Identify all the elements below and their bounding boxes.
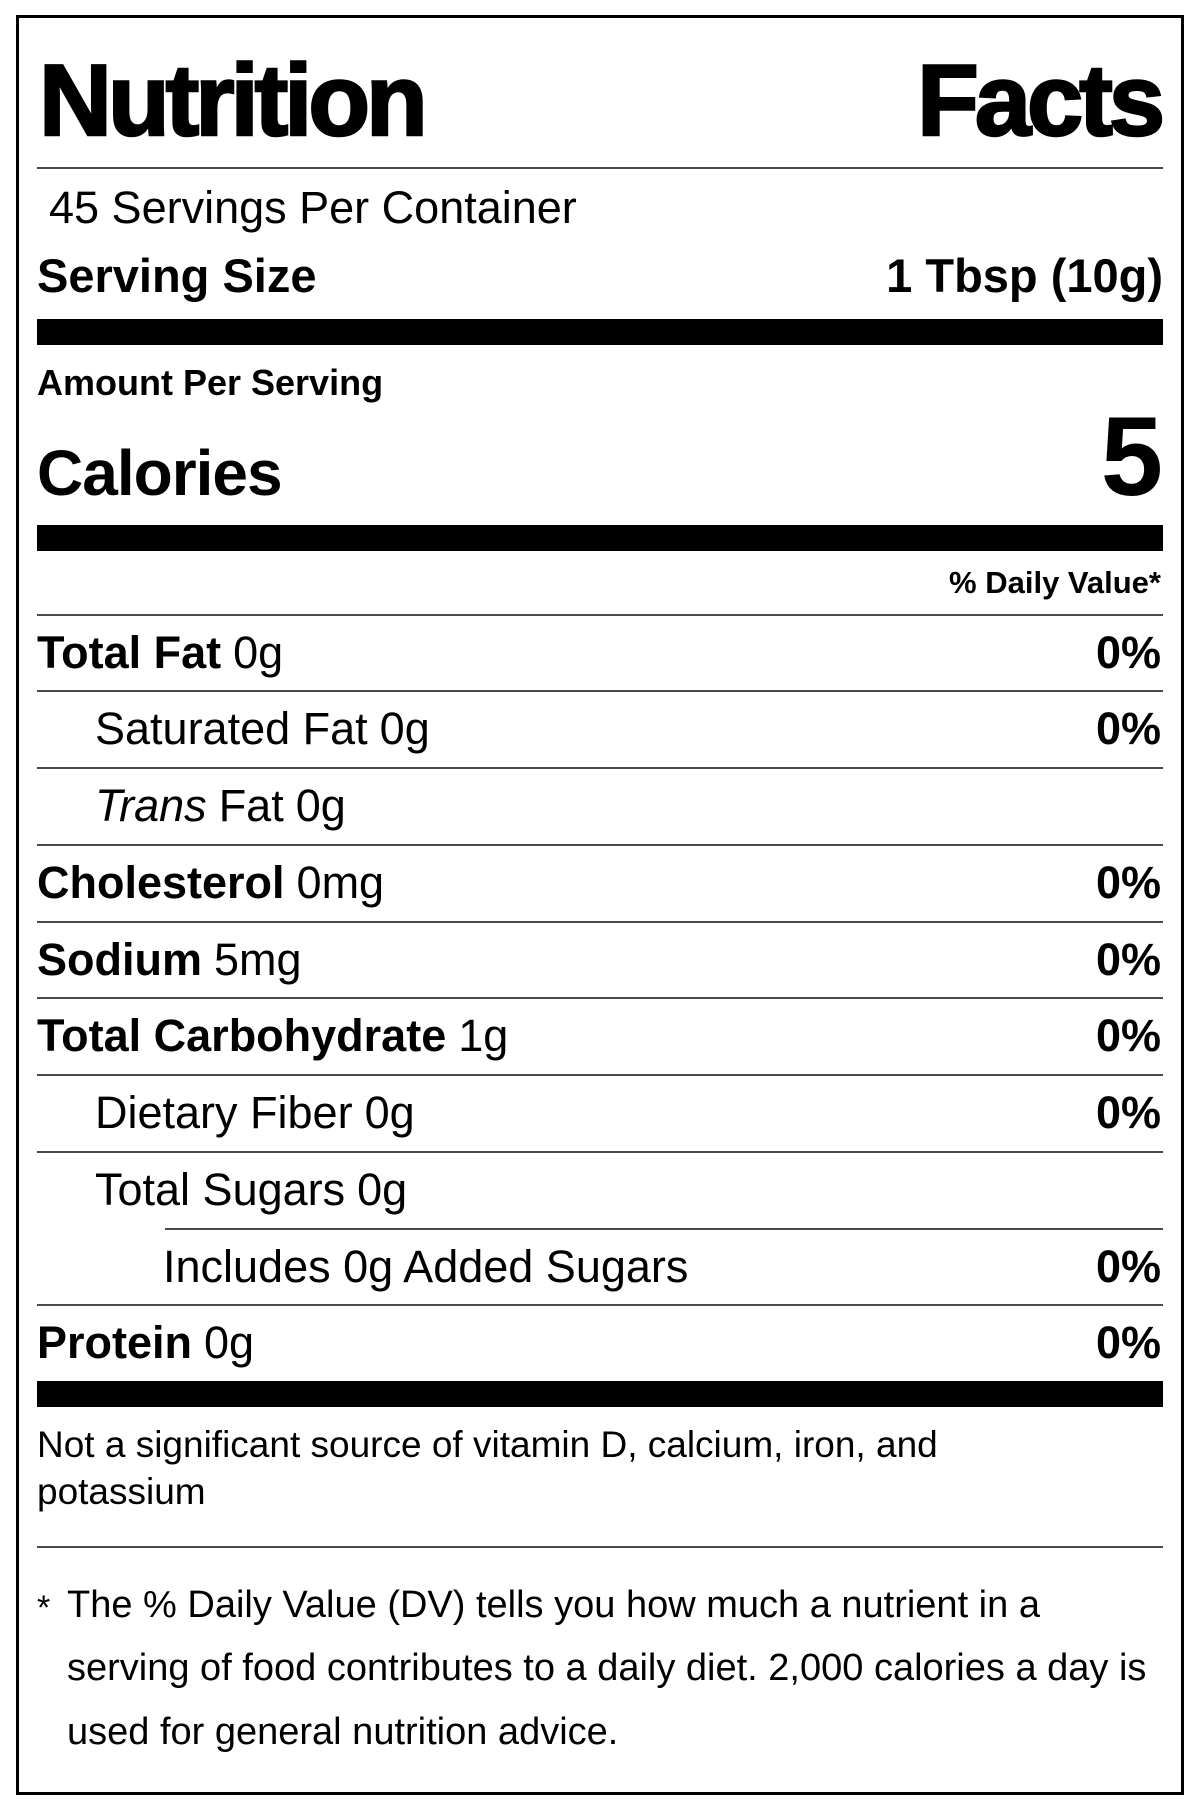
calories-label: Calories — [37, 436, 283, 509]
nutrient-dv: 0% — [1095, 1317, 1161, 1369]
nutrient-name: Includes 0g Added Sugars — [163, 1240, 689, 1292]
amount-per-serving-label: Amount Per Serving — [37, 362, 384, 404]
daily-value-footnote: * The % Daily Value (DV) tells you how m… — [37, 1548, 1163, 1764]
title-word-facts: Facts — [916, 44, 1166, 159]
nutrient-amount: 0g — [379, 703, 430, 755]
nutrient-amount: 5mg — [214, 933, 302, 985]
serving-size-row: Serving Size 1 Tbsp (10g) — [37, 241, 1163, 319]
nutrient-row-total-fat: Total Fat 0g 0% — [37, 613, 1163, 691]
separator-bar-top — [37, 319, 1163, 346]
nutrient-name: Protein — [37, 1317, 193, 1369]
label-title: Nutrition Facts — [37, 30, 1166, 167]
nutrient-row-total-carbohydrate: Total Carbohydrate 1g 0% — [37, 997, 1163, 1074]
nutrient-row-added-sugars: Includes 0g Added Sugars 0% — [37, 1230, 1163, 1305]
nutrient-dv: 0% — [1095, 1010, 1161, 1062]
nutrient-dv: 0% — [1095, 703, 1161, 755]
daily-value-header: % Daily Value* — [949, 565, 1161, 601]
nutrient-amount: 0g — [357, 1163, 408, 1215]
footnote-text: The % Daily Value (DV) tells you how muc… — [67, 1583, 1147, 1753]
divider-above-footnote — [37, 1545, 1163, 1548]
nutrient-dv: 0% — [1095, 856, 1161, 908]
nutrient-dv: 0% — [1095, 933, 1161, 985]
nutrient-name-italic: Trans — [95, 780, 207, 832]
nutrient-name: Sodium — [37, 933, 202, 985]
nutrition-facts-label: Nutrition Facts 45 Servings Per Containe… — [16, 15, 1184, 1795]
nutrient-amount: 0mg — [296, 856, 385, 908]
nutrient-row-sodium: Sodium 5mg 0% — [37, 920, 1163, 998]
serving-size-value: 1 Tbsp (10g) — [886, 249, 1163, 303]
serving-size-label: Serving Size — [37, 249, 317, 303]
nutrient-name: Fat — [218, 780, 284, 832]
nutrient-dv: 0% — [1095, 1087, 1161, 1139]
nutrient-amount: 0g — [295, 780, 346, 832]
nutrient-name: Total Fat — [37, 626, 222, 678]
nutrient-amount: 0g — [364, 1087, 415, 1139]
servings-per-container: 45 Servings Per Container — [49, 182, 577, 234]
nutrient-name: Cholesterol — [37, 856, 285, 908]
nutrient-dv: 0% — [1095, 626, 1161, 678]
separator-bar-middle — [37, 525, 1163, 552]
nutrient-amount: 0g — [233, 626, 284, 678]
nutrient-row-cholesterol: Cholesterol 0mg 0% — [37, 843, 1163, 921]
nutrient-name: Total Sugars — [95, 1163, 346, 1215]
nutrient-row-total-sugars: Total Sugars 0g — [37, 1150, 1163, 1228]
nutrient-name: Dietary Fiber — [95, 1087, 353, 1139]
nutrient-row-saturated-fat: Saturated Fat 0g 0% — [37, 690, 1163, 767]
nutrient-row-dietary-fiber: Dietary Fiber 0g 0% — [37, 1074, 1163, 1151]
separator-bar-bottom — [37, 1381, 1163, 1408]
calories-value: 5 — [1100, 393, 1163, 519]
footnote-asterisk: * — [37, 1588, 51, 1627]
nutrient-row-trans-fat: Trans Fat 0g — [37, 767, 1163, 844]
nutrient-name: Total Carbohydrate — [37, 1010, 447, 1062]
not-significant-source-note: Not a significant source of vitamin D, c… — [37, 1424, 938, 1513]
nutrient-amount: 1g — [458, 1010, 509, 1062]
nutrient-name: Saturated Fat — [95, 703, 368, 755]
nutrient-row-protein: Protein 0g 0% — [37, 1304, 1163, 1381]
title-word-nutrition: Nutrition — [38, 44, 429, 159]
nutrient-dv: 0% — [1095, 1240, 1161, 1292]
nutrient-amount: 0g — [204, 1317, 255, 1369]
calories-row: Calories 5 — [37, 393, 1163, 526]
divider-added-sugars — [165, 1227, 1163, 1230]
divider-under-title — [37, 167, 1163, 170]
